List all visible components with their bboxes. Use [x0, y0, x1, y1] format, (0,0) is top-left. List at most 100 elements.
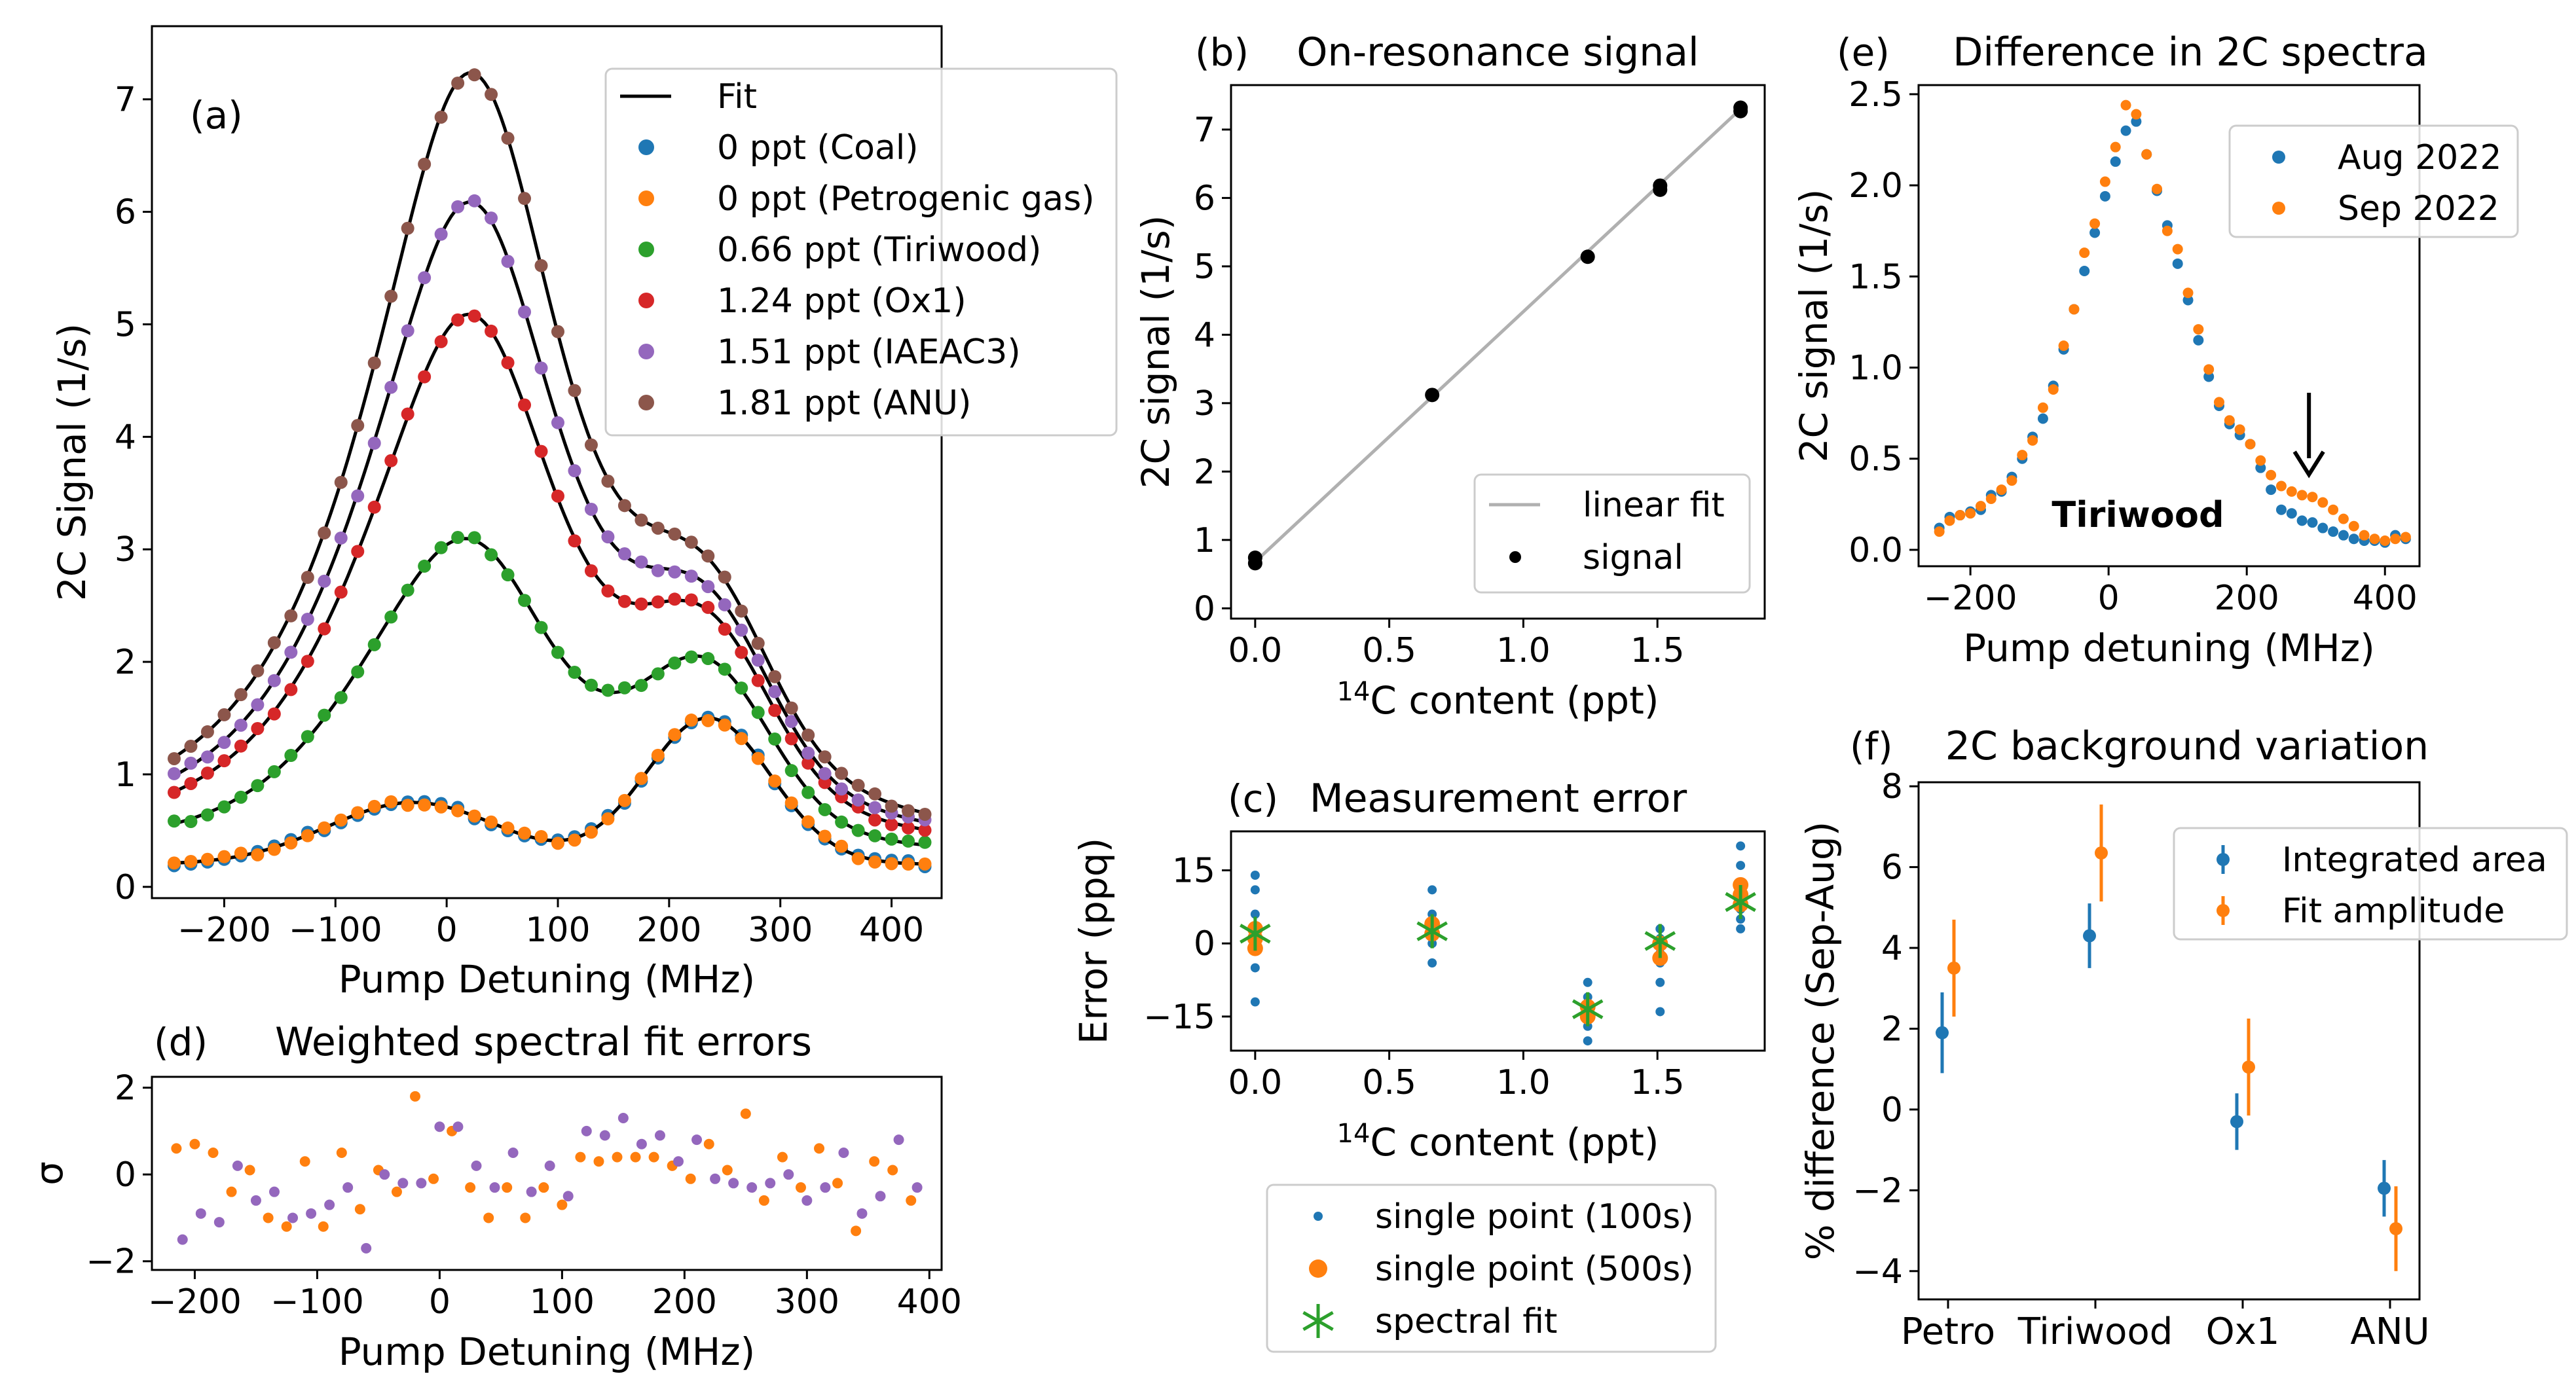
panel-b-point — [1580, 249, 1595, 264]
panel-e-ytick-label: 1.5 — [1849, 257, 1903, 297]
panel-e-xlabel: Pump detuning (MHz) — [1963, 626, 2375, 670]
panel-a-point — [851, 852, 865, 865]
panel-a-point — [768, 685, 782, 698]
panel-a-fit-line — [174, 716, 925, 866]
panel-a-point — [902, 858, 915, 871]
panel-a-point — [401, 799, 414, 812]
panel-d-point-1 — [268, 1186, 280, 1197]
panel-c-title: Measurement error — [1310, 776, 1687, 822]
panel-a-point — [451, 531, 465, 545]
panel-a-point — [751, 636, 765, 650]
panel-c-legend-marker — [1302, 1304, 1334, 1338]
panel-a-point — [851, 823, 865, 837]
panel-a-series-4 — [167, 194, 932, 827]
panel-d-point-0 — [299, 1156, 310, 1167]
panel-a-point — [835, 782, 849, 796]
panel-a-point — [451, 76, 465, 90]
panel-a-point — [267, 674, 281, 687]
panel-a-point — [835, 767, 849, 780]
panel-a-point — [584, 438, 598, 452]
panel-a-point — [735, 732, 748, 746]
panel-a-point — [818, 829, 832, 843]
panel-a-point — [518, 826, 532, 840]
panel-a-point — [418, 370, 432, 384]
panel-d-point-0 — [336, 1148, 347, 1159]
panel-e-point-1 — [1996, 484, 2007, 496]
panel-e-legend-marker — [2272, 202, 2285, 215]
panel-a-point — [418, 798, 432, 812]
panel-a-point — [617, 547, 631, 561]
panel-a-point — [701, 600, 715, 614]
panel-a-point — [267, 707, 281, 721]
panel-d-point-1 — [195, 1208, 206, 1219]
panel-a-point — [501, 132, 515, 145]
panel-c-point-0 — [1250, 997, 1260, 1007]
panel-d-point-1 — [544, 1160, 555, 1171]
panel-a-ytick-label: 0 — [115, 868, 136, 907]
panel-a-legend-fit-label: Fit — [717, 77, 757, 117]
panel-d-point-0 — [740, 1108, 751, 1119]
panel-d-point-0 — [648, 1151, 659, 1163]
panel-d-axes-frame — [151, 1076, 943, 1271]
panel-a-point — [568, 384, 581, 397]
panel-d-point-1 — [673, 1156, 684, 1167]
panel-f-ytick-label: 4 — [1881, 929, 1903, 968]
panel-d-point-1 — [856, 1208, 868, 1219]
panel-a-point — [801, 815, 815, 829]
panel-d-point-1 — [875, 1191, 886, 1202]
panel-e-point-0 — [2172, 258, 2183, 269]
panel-a-point — [651, 595, 665, 609]
panel-d-point-1 — [710, 1173, 721, 1184]
panel-c-point-0 — [1655, 977, 1665, 987]
panel-a-point — [768, 670, 782, 683]
panel-c-point-0 — [1583, 977, 1592, 987]
panel-e-point-1 — [2099, 176, 2110, 187]
panel-a-point — [617, 681, 631, 695]
panel-e-point-1 — [2172, 244, 2183, 255]
panel-d-ytick-label: 0 — [115, 1155, 136, 1195]
panel-b-ytick-label: 7 — [1194, 111, 1215, 150]
panel-f-ytick-label: −2 — [1852, 1171, 1903, 1210]
panel-d-point-1 — [581, 1125, 592, 1136]
panel-a-point — [701, 549, 715, 563]
panel-b-point — [1653, 178, 1668, 193]
panel-f-category-label: ANU — [2350, 1311, 2429, 1353]
panel-b-xtick-label: 0.5 — [1362, 631, 1416, 670]
panel-a-ylabel: 2C Signal (1/s) — [50, 323, 94, 601]
panel-a-point — [234, 739, 248, 753]
panel-a-point — [284, 645, 298, 659]
panel-d-point-1 — [416, 1178, 427, 1189]
panel-e-point-1 — [2027, 435, 2038, 446]
panel-d-point-0 — [722, 1165, 733, 1176]
panel-e-point-1 — [2380, 535, 2391, 547]
panel-f-legend-marker — [2217, 904, 2230, 917]
panel-a-point — [485, 88, 498, 101]
panel-c-legend-marker — [1309, 1259, 1327, 1278]
panel-d-xtick-label: 400 — [897, 1282, 962, 1322]
panel-f-point-1 — [1947, 961, 1960, 975]
panel-a-point — [501, 356, 515, 370]
panel-e-point-0 — [2307, 517, 2318, 528]
panel-e-label: (e) — [1837, 30, 1890, 75]
panel-f-ytick-label: −4 — [1852, 1252, 1903, 1292]
panel-d-xtick-label: 200 — [652, 1282, 717, 1322]
panel-d-point-0 — [593, 1156, 604, 1167]
panel-a-point — [217, 850, 231, 863]
panel-a-point — [668, 565, 682, 579]
panel-e-ytick-label: 0.0 — [1849, 531, 1903, 570]
panel-a-point — [451, 200, 465, 213]
panel-c-legend-marker — [1314, 1212, 1323, 1221]
panel-f: −4 −2 0 2 4 6 8 Petro Tiriwood Ox1 ANU 2C backgroun… — [1798, 723, 2568, 1353]
panel-a-point — [217, 708, 231, 721]
panel-a-point — [267, 636, 281, 649]
panel-a-point — [601, 530, 615, 544]
panel-a-point — [818, 750, 832, 764]
panel-a-point — [301, 612, 314, 626]
panel-e-ytick-label: 2.5 — [1849, 75, 1903, 115]
panel-d-point-0 — [263, 1212, 274, 1223]
panel-d-title: Weighted spectral fit errors — [275, 1019, 812, 1065]
panel-f-category-label: Ox1 — [2206, 1311, 2280, 1353]
panel-c-point-0 — [1427, 885, 1437, 895]
panel-d-point-1 — [507, 1148, 519, 1159]
panel-e-point-1 — [2141, 149, 2152, 160]
